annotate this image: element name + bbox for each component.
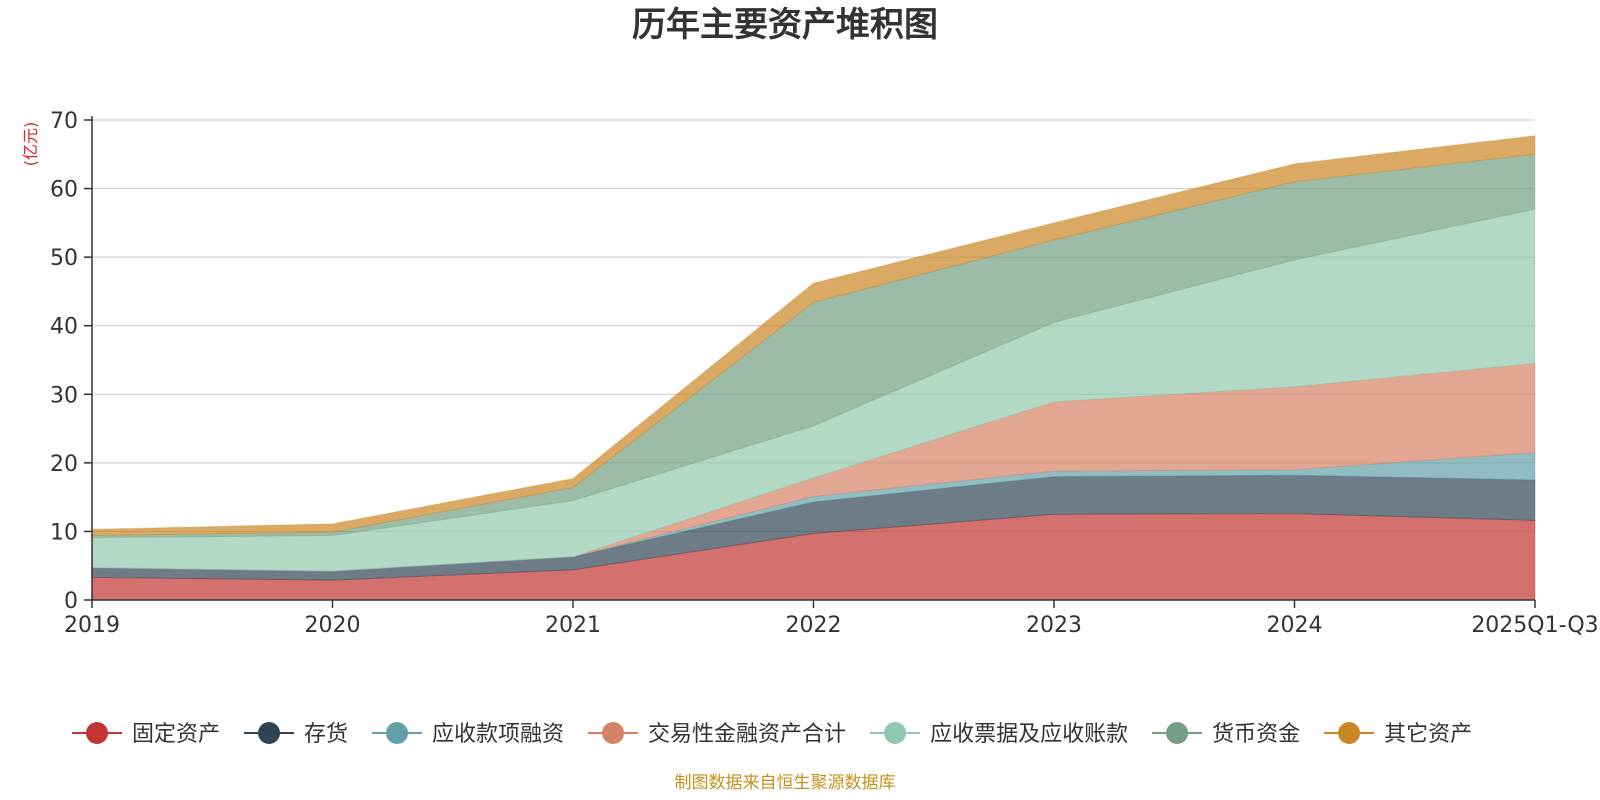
y-tick-label-20: 20 <box>50 452 78 477</box>
area-series-3 <box>91 452 1536 572</box>
x-tick-label-5: 2023 <box>1026 613 1082 638</box>
y-axis-unit-label: (亿元) <box>21 122 40 167</box>
area-series-6 <box>91 153 1536 539</box>
y-tick-label-0: 0 <box>64 589 78 614</box>
y-tick-label-60: 60 <box>50 178 78 203</box>
x-tick-label-3: 2021 <box>545 613 601 638</box>
y-tick-label-50: 50 <box>50 246 78 271</box>
x-tick-label-2: 2020 <box>305 613 361 638</box>
legend-label-7: 其它资产 <box>1384 722 1472 747</box>
y-tick-label-10: 10 <box>50 520 78 545</box>
x-tick-label-1: 2019 <box>64 613 120 638</box>
y-tick-label-30: 30 <box>50 383 78 408</box>
legend-label-4: 交易性金融资产合计 <box>648 722 846 747</box>
legend-marker-2 <box>258 722 281 744</box>
legend-marker-7 <box>1338 722 1361 744</box>
legend-marker-3 <box>386 722 409 744</box>
y-tick-label-70: 70 <box>50 109 78 134</box>
x-tick-label-6: 2024 <box>1267 613 1323 638</box>
legend-label-5: 应收票据及应收账款 <box>930 722 1128 747</box>
area-series-4 <box>91 362 1536 572</box>
area-series-2 <box>91 474 1536 581</box>
x-tick-label-7: 2025Q1-Q3 <box>1471 613 1598 638</box>
legend-label-6: 货币资金 <box>1212 722 1300 747</box>
legend-marker-5 <box>884 722 907 744</box>
legend: 固定资产 存货 应收款项融资 交易性金融资产合计 应收票据及应收账款 货币资金 其它资产 <box>72 722 1472 747</box>
legend-marker-4 <box>602 722 625 744</box>
legend-label-3: 应收款项融资 <box>432 722 564 747</box>
area-series <box>91 135 1536 601</box>
area-series-7 <box>91 135 1536 537</box>
chart-title: 历年主要资产堆积图 <box>632 5 938 45</box>
source-note: 制图数据来自恒生聚源数据库 <box>675 773 896 793</box>
y-tick-label-40: 40 <box>50 315 78 340</box>
legend-marker-6 <box>1166 722 1189 744</box>
legend-label-1: 固定资产 <box>132 722 220 747</box>
legend-marker-1 <box>86 722 108 744</box>
axes: 0 10 20 30 40 50 60 70 2019 2020 2021 2022 2023 2024 2… <box>50 109 1599 638</box>
legend-label-2: 存货 <box>304 722 348 747</box>
x-tick-label-4: 2022 <box>786 613 842 638</box>
